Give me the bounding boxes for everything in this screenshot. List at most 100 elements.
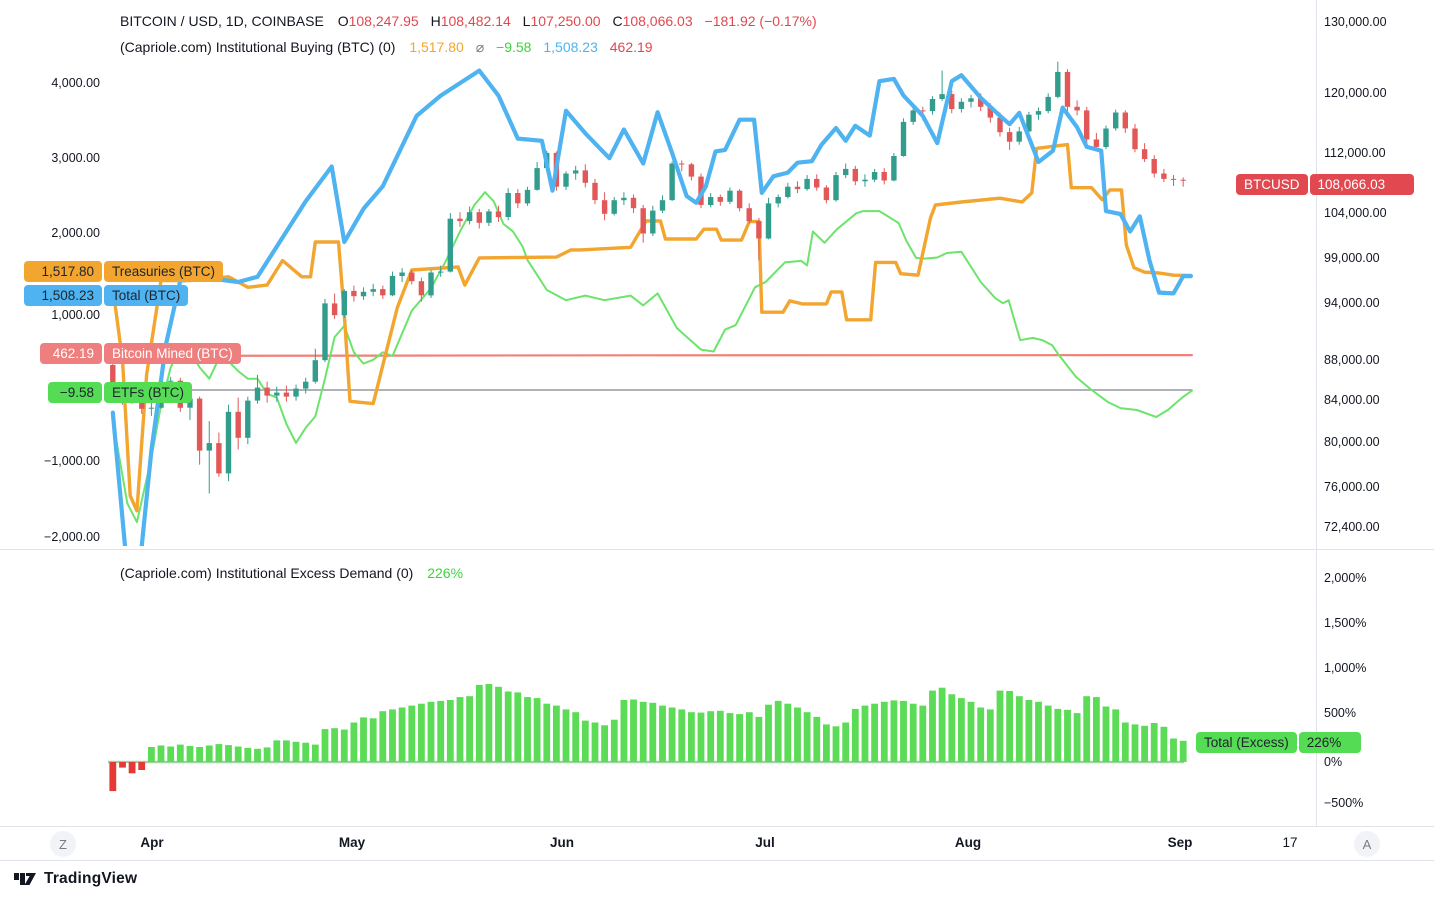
bitcoin-mined-line[interactable] [111,354,1194,357]
excess-demand-bar [562,709,570,762]
excess-demand-bar [996,690,1004,762]
candle-body [833,175,839,201]
timezone-button[interactable]: Z [50,831,76,857]
tradingview-logo-icon[interactable] [14,871,37,887]
btcusd-label-value: 108,066.03 [1309,174,1414,195]
candle-body [910,110,916,122]
etfs-line[interactable] [111,191,1193,524]
excess-demand-bar [321,729,329,762]
candle-body [601,200,608,214]
excess-demand-bar [919,705,927,762]
excess-label-value: 226% [1298,732,1361,753]
candle-body [997,117,1003,133]
candle-body [206,443,212,451]
excess-demand-bar [639,701,647,762]
btcusd-label-symbol: BTCUSD [1236,174,1308,195]
excess-demand-bar [813,716,821,762]
candle-body [380,289,386,296]
excess-demand-bar [1141,725,1148,762]
excess-demand-title[interactable]: (Capriole.com) Institutional Excess Dema… [120,565,414,581]
candle-body [669,163,675,201]
candle-body [871,172,878,180]
candle-body [447,218,453,272]
axis-right-tick: 76,000.00 [1324,480,1380,494]
indicator-title[interactable]: (Capriole.com) Institutional Buying (BTC… [120,39,396,55]
excess-demand-bar [900,700,907,762]
candle-body [312,360,318,382]
symbol-title[interactable]: BITCOIN / USD, 1D, COINBASE [120,13,324,29]
candle-body [765,203,772,239]
excess-demand-bar [630,699,637,762]
candle-body [1084,110,1090,140]
candle-body [322,303,328,361]
excess-demand-bar [1035,701,1042,762]
treasuries-line[interactable] [111,142,1193,513]
excess-label-name: Total (Excess) [1196,732,1297,753]
mined-label-value: 462.19 [40,343,102,364]
excess-demand-bar [205,745,213,762]
excess-demand-bar [446,700,454,762]
axis-pct-tick: 2,000% [1324,571,1367,585]
candle-body [688,164,695,177]
candle-body [389,275,396,296]
excess-demand-bar [726,713,734,762]
candle-body [708,197,714,205]
panel-separator[interactable] [0,549,1434,550]
candle-body [1026,114,1032,132]
candle-body [775,197,781,204]
excess-demand-bar [572,712,580,762]
excess-demand-bar [524,697,531,762]
excess-demand-bar [408,705,416,762]
excess-demand-bar [803,712,811,762]
high-label: H [430,13,441,29]
excess-demand-bar [1025,700,1033,762]
mined-label-name: Bitcoin Mined (BTC) [104,343,241,364]
excess-demand-bar [234,746,242,762]
candle-body [351,290,357,297]
excess-demand-bar [707,711,715,762]
candle-body [592,182,598,201]
candle-body [1180,179,1186,181]
candle-body [978,98,984,107]
auto-scale-button[interactable]: A [1354,831,1380,857]
candle-body [360,291,367,297]
axis-right-tick: 104,000.00 [1324,206,1387,220]
time-axis-separator [0,826,1434,827]
candle-body [1064,71,1071,107]
candle-body [862,179,868,182]
candle-body [1141,149,1148,159]
candle-body [1151,159,1157,174]
candle-body [168,380,174,382]
symbol-legend-row[interactable]: BITCOIN / USD, 1D, COINBASE O108,247.95 … [120,13,817,29]
indicator-legend-row[interactable]: (Capriole.com) Institutional Buying (BTC… [120,39,661,56]
low-label: L [522,13,531,29]
tradingview-brand-text[interactable]: TradingView [44,870,138,887]
candle-body [534,168,540,190]
candle-body [466,212,473,222]
excess-demand-bar [504,691,512,762]
treasuries-price-label: 1,517.80 Treasuries (BTC) [24,261,224,282]
total-line[interactable] [110,68,1194,594]
excess-panel-plot[interactable] [108,684,1187,792]
excess-demand-legend-row[interactable]: (Capriole.com) Institutional Excess Dema… [120,565,471,581]
excess-demand-bar [196,747,203,762]
candle-body [949,94,955,109]
candle-body [1103,128,1109,147]
candle-body [245,400,251,438]
x-axis-label: Aug [954,835,982,850]
candle-body [611,200,617,214]
price-panel-plot[interactable] [110,61,1194,594]
candle-body [727,190,733,202]
excess-demand-bar [755,716,763,762]
axis-left-tick: 1,000.00 [51,308,100,322]
candle-body [968,98,974,102]
excess-demand-bar [244,747,252,762]
etfs-value: −9.58 [496,39,532,55]
low-value: 107,250.00 [530,13,601,29]
high-value: 108,482.14 [440,13,511,29]
price-axis-separator[interactable] [1316,0,1317,860]
candle-body [640,208,646,234]
axis-pct-tick: 500% [1324,706,1356,720]
time-axis[interactable]: Z Apr May Jun Jul Aug Sep 17 A [0,827,1434,860]
